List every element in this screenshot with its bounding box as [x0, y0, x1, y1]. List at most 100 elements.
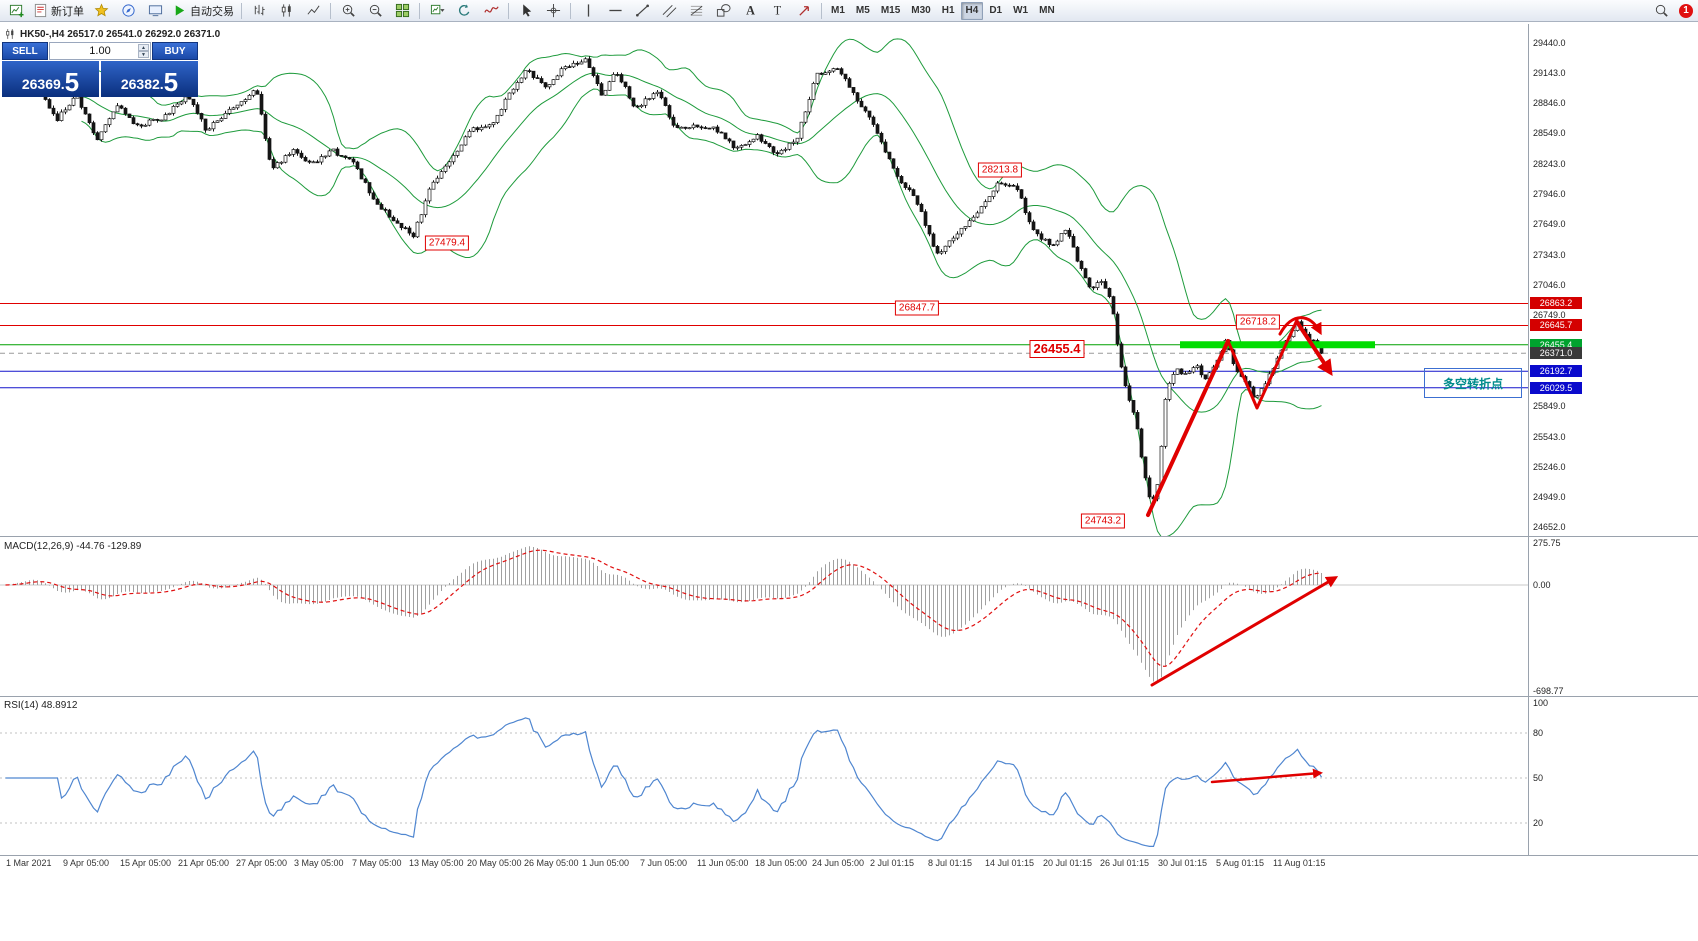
zoom-in-icon[interactable] — [335, 1, 361, 21]
text-icon[interactable]: A — [737, 1, 763, 21]
new-order-button[interactable]: 新订单 — [30, 1, 87, 21]
time-axis-label: 14 Jul 01:15 — [985, 858, 1035, 868]
zoom-in-icon — [341, 3, 356, 18]
rsi-label: RSI(14) 48.8912 — [4, 700, 78, 711]
tile-windows-icon — [395, 3, 410, 18]
fibonacci-icon[interactable] — [683, 1, 709, 21]
price-axis-tick: 27946.0 — [1533, 189, 1566, 199]
price-axis-tick: 25849.0 — [1533, 401, 1566, 411]
shapes-icon — [716, 3, 731, 18]
toolbar-separator — [330, 2, 331, 19]
search-icon[interactable] — [1648, 1, 1674, 21]
channel-icon[interactable] — [656, 1, 682, 21]
macd-panel-canvas[interactable] — [0, 538, 1528, 696]
autotrading-button[interactable]: 自动交易 — [169, 1, 237, 21]
time-axis[interactable]: 1 Mar 2021 9 Apr 05:00 15 Apr 05:00 21 Apr … — [0, 858, 1698, 874]
timeframe-button-m1[interactable]: M1 — [831, 4, 845, 16]
price-tag: 26029.5 — [1530, 382, 1582, 394]
rsi-axis: 100 80 50 20 — [1530, 697, 1696, 855]
main-chart-canvas[interactable] — [0, 24, 1528, 536]
indicators-icon[interactable] — [478, 1, 504, 21]
timeframe-button-m5[interactable]: M5 — [855, 4, 870, 16]
timeframe-button-h1[interactable]: H1 — [941, 4, 955, 16]
price-tag: 26863.2 — [1530, 297, 1582, 309]
cycle-icon[interactable] — [451, 1, 477, 21]
panel-separator[interactable] — [0, 536, 1698, 537]
channel-icon — [662, 3, 677, 18]
chart-symbol-icon — [4, 28, 16, 40]
horizontal-line-icon — [608, 3, 623, 18]
new-chart-icon[interactable] — [3, 1, 29, 21]
time-axis-label: 26 Jul 01:15 — [1100, 858, 1150, 868]
time-axis-label: 13 May 05:00 — [409, 858, 464, 868]
line-chart-icon[interactable] — [300, 1, 326, 21]
terminal-icon — [148, 3, 163, 18]
sell-button[interactable]: SELL — [2, 42, 48, 60]
timeframe-button-m15[interactable]: M15 — [880, 4, 901, 16]
arrows-icon[interactable] — [791, 1, 817, 21]
label-icon: T — [770, 3, 785, 18]
time-axis-label: 11 Jun 05:00 — [697, 858, 749, 868]
crosshair-icon — [546, 3, 561, 18]
time-axis-label: 7 Jun 05:00 — [640, 858, 688, 868]
search-icon — [1654, 3, 1669, 18]
sell-price-main: 26369. — [21, 76, 65, 92]
volume-down-icon[interactable]: ▼ — [138, 51, 149, 58]
price-axis-tick: 24949.0 — [1533, 492, 1566, 502]
vertical-line-icon[interactable] — [575, 1, 601, 21]
cycle-icon — [457, 3, 472, 18]
volume-value: 1.00 — [89, 45, 111, 57]
toolbar-separator — [508, 2, 509, 19]
vertical-line-icon — [581, 3, 596, 18]
panel-separator[interactable] — [0, 696, 1698, 697]
timeframe-button-h4[interactable]: H4 — [960, 1, 984, 20]
volume-spinner[interactable]: ▲ ▼ — [138, 44, 149, 58]
rsi-axis-tick: 100 — [1533, 698, 1549, 708]
timeframe-button-mn[interactable]: MN — [1039, 4, 1055, 16]
buy-button[interactable]: BUY — [152, 42, 198, 60]
label-icon[interactable]: T — [764, 1, 790, 21]
horizontal-line-icon[interactable] — [602, 1, 628, 21]
price-axis-tick: 25246.0 — [1533, 462, 1566, 472]
bar-chart-icon[interactable] — [246, 1, 272, 21]
shapes-icon[interactable] — [710, 1, 736, 21]
macd-axis-tick: -698.77 — [1533, 686, 1564, 696]
cursor-icon[interactable] — [513, 1, 539, 21]
macd-axis-tick: 0.00 — [1533, 580, 1551, 590]
navigator-icon[interactable] — [115, 1, 141, 21]
new-chart-dropdown-icon[interactable] — [424, 1, 450, 21]
price-tag: 26645.7 — [1530, 319, 1582, 331]
crosshair-icon[interactable] — [540, 1, 566, 21]
price-axis-tick: 27343.0 — [1533, 250, 1566, 260]
time-axis-label: 18 Jun 05:00 — [755, 858, 808, 868]
timeframe-button-w1[interactable]: W1 — [1013, 4, 1029, 16]
one-click-trading-panel: SELL 1.00 ▲ ▼ BUY 26369. 5 26382. 5 — [2, 42, 198, 97]
sell-price[interactable]: 26369. 5 — [2, 61, 99, 97]
price-axis-tick: 26749.0 — [1533, 310, 1566, 320]
volume-up-icon[interactable]: ▲ — [138, 44, 149, 51]
navigator-icon — [121, 3, 136, 18]
time-axis-label: 26 May 05:00 — [524, 858, 579, 868]
price-axis-tick: 29143.0 — [1533, 68, 1566, 78]
time-axis-label: 5 Aug 01:15 — [1216, 858, 1265, 868]
time-axis-label: 9 Apr 05:00 — [63, 858, 110, 868]
timeframe-button-m30[interactable]: M30 — [911, 4, 931, 16]
zoom-out-icon[interactable] — [362, 1, 388, 21]
time-axis-label: 2 Jul 01:15 — [870, 858, 915, 868]
chart-workspace: HK50-,H4 26517.0 26541.0 26292.0 26371.0… — [0, 22, 1698, 941]
price-axis-tick: 28243.0 — [1533, 159, 1566, 169]
toolbar-separator — [570, 2, 571, 19]
terminal-icon[interactable] — [142, 1, 168, 21]
time-axis-label: 1 Jun 05:00 — [582, 858, 630, 868]
market-watch-icon[interactable] — [88, 1, 114, 21]
timeframe-button-d1[interactable]: D1 — [989, 4, 1003, 16]
notification-badge[interactable]: 1 — [1679, 3, 1693, 18]
candlestick-icon[interactable] — [273, 1, 299, 21]
trendline-icon[interactable] — [629, 1, 655, 21]
tile-windows-icon[interactable] — [389, 1, 415, 21]
svg-text:A: A — [746, 4, 755, 18]
buy-price[interactable]: 26382. 5 — [101, 61, 198, 97]
volume-stepper[interactable]: 1.00 ▲ ▼ — [49, 42, 151, 60]
rsi-panel-canvas[interactable] — [0, 697, 1528, 855]
